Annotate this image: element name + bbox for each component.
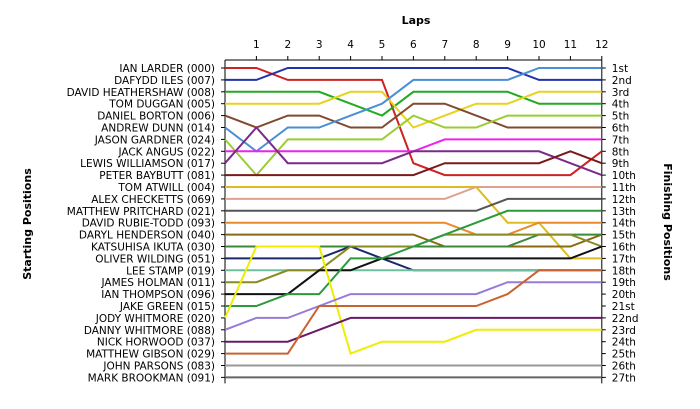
starting-position-label: JODY WHITMORE (020) [95, 313, 215, 325]
y-axis-right-title: Finishing Positions [661, 163, 674, 281]
starting-position-label: JASON GARDNER (024) [94, 134, 215, 146]
starting-position-label: JAMES HOLMAN (011) [101, 277, 215, 289]
starting-position-label: TOM ATWILL (004) [117, 182, 215, 194]
finishing-position-label: 26th [612, 361, 636, 373]
series-line [224, 114, 602, 177]
finishing-position-label: 19th [612, 277, 636, 289]
series-line [225, 197, 602, 212]
chart-title: Laps [402, 14, 431, 27]
series-line [225, 233, 602, 248]
finishing-position-label: 15th [612, 230, 636, 242]
starting-position-label: DAFYDD ILES (007) [114, 75, 215, 87]
finishing-position-label: 8th [612, 146, 629, 158]
finishing-position-label: 3rd [612, 87, 629, 99]
starting-position-label: OLIVER WILDING (051) [95, 253, 215, 265]
finishing-position-label: 17th [612, 253, 636, 265]
finishing-position-label: 14th [612, 218, 636, 230]
starting-position-label: KATSUHISA IKUTA (030) [91, 242, 215, 254]
series-line [224, 102, 602, 129]
starting-position-label: NICK HORWOOD (037) [97, 337, 215, 349]
series-line [225, 269, 602, 355]
lap-label: 10 [532, 39, 545, 51]
series-line [224, 281, 602, 331]
finishing-position-label: 11th [612, 182, 636, 194]
y-axis-left-title: Starting Positions [21, 168, 34, 280]
series-line [225, 316, 602, 343]
series-line [225, 233, 603, 248]
series-line [225, 209, 602, 307]
finishing-position-label: 4th [612, 99, 629, 111]
series-line [224, 67, 602, 153]
finishing-position-label: 6th [612, 123, 629, 135]
series-line [225, 67, 603, 177]
starting-position-label: DARYL HENDERSON (040) [79, 230, 215, 242]
lap-label: 2 [284, 39, 291, 51]
lap-label: 11 [564, 39, 577, 51]
finishing-position-label: 5th [612, 111, 629, 123]
starting-position-label: MATTHEW GIBSON (029) [86, 349, 215, 361]
lap-label: 9 [504, 39, 511, 51]
lap-label: 6 [410, 39, 417, 51]
finishing-position-label: 22nd [612, 313, 639, 325]
series-line [225, 67, 602, 81]
lap-label: 4 [347, 39, 354, 51]
starting-position-label: PETER BAYBUTT (081) [99, 170, 215, 182]
starting-position-label: MATTHEW PRITCHARD (021) [67, 206, 215, 218]
finishing-position-label: 24th [612, 337, 636, 349]
starting-position-label: LEE STAMP (019) [126, 265, 215, 277]
starting-position-label: LEWIS WILLIAMSON (017) [80, 158, 215, 170]
starting-position-label: MARK BROOKMAN (091) [88, 372, 215, 384]
finishing-position-label: 23rd [612, 325, 636, 337]
starting-position-label: IAN THOMPSON (096) [101, 289, 215, 301]
lap-label: 12 [595, 39, 608, 51]
series-line [224, 245, 602, 355]
finishing-position-label: 2nd [612, 75, 632, 87]
finishing-position-label: 9th [612, 158, 629, 170]
series-line [225, 150, 603, 177]
finishing-position-label: 25th [612, 349, 636, 361]
starting-position-label: DAVID HEATHERSHAW (008) [67, 87, 215, 99]
starting-position-label: ALEX CHECKETTS (069) [91, 194, 215, 206]
lap-label: 5 [379, 39, 386, 51]
starting-position-label: TOM DUGGAN (005) [108, 99, 215, 111]
series-line [225, 90, 602, 129]
finishing-position-label: 10th [612, 170, 636, 182]
lap-label: 7 [441, 39, 448, 51]
series-line [225, 90, 602, 117]
starting-position-label: IAN LARDER (000) [119, 63, 215, 75]
lap-label: 8 [473, 39, 480, 51]
starting-position-label: DANNY WHITMORE (088) [84, 325, 215, 337]
finishing-position-label: 27th [612, 372, 636, 384]
finishing-position-label: 1st [612, 63, 628, 75]
lap-label: 3 [316, 39, 323, 51]
series-line [225, 186, 602, 200]
finishing-position-label: 20th [612, 289, 636, 301]
finishing-position-label: 13th [612, 206, 636, 218]
starting-position-label: DANIEL BORTON (006) [97, 111, 215, 123]
finishing-position-label: 18th [612, 265, 636, 277]
series-line [225, 221, 602, 236]
starting-position-label: JACK ANGUS (022) [117, 146, 215, 158]
finishing-position-label: 16th [612, 242, 636, 254]
finishing-position-label: 12th [612, 194, 636, 206]
series-line [224, 125, 603, 177]
lap-label: 1 [253, 39, 260, 51]
starting-position-label: JAKE GREEN (015) [119, 301, 215, 313]
starting-position-label: DAVID RUBIE-TODD (093) [82, 218, 215, 230]
starting-position-label: ANDREW DUNN (014) [101, 123, 215, 135]
finishing-position-label: 21st [612, 301, 635, 313]
finishing-position-label: 7th [612, 134, 629, 146]
starting-position-label: JOHN PARSONS (083) [102, 361, 215, 373]
